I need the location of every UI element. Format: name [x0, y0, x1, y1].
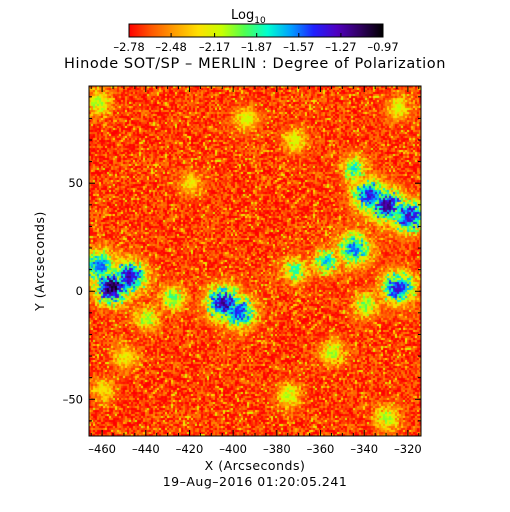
colorbar: [128, 23, 384, 38]
x-tick-label: –340: [350, 442, 378, 456]
x-tick-label: –440: [132, 442, 160, 456]
x-tick-label: –320: [394, 442, 422, 456]
y-tick-label: 50: [68, 176, 83, 190]
x-tick-label: –400: [219, 442, 247, 456]
chart-title: Hinode SOT/SP – MERLIN : Degree of Polar…: [64, 56, 446, 72]
x-tick-label: –380: [263, 442, 291, 456]
x-tick-label: –420: [176, 442, 204, 456]
colorbar-tick-label: –1.27: [325, 40, 356, 54]
colorbar-ticks: –2.78 –2.48 –2.17 –1.87 –1.57 –1.27 –0.97: [113, 33, 399, 54]
x-tick-label: –460: [88, 442, 116, 456]
colorbar-tick-label: –1.87: [241, 40, 272, 54]
y-tick-label: 0: [76, 284, 83, 298]
y-axis: –50 0 50: [63, 96, 421, 422]
colorbar-tick-label: –0.97: [367, 40, 398, 54]
polarization-heatmap: [89, 86, 421, 436]
colorbar-tick-label: –2.17: [199, 40, 230, 54]
y-axis-label: Y (Arcseconds): [32, 211, 47, 312]
colorbar-tick-label: –2.78: [113, 40, 144, 54]
timestamp: 19–Aug–2016 01:20:05.241: [163, 474, 348, 489]
x-axis: –460 –440 –420 –400 –380 –360 –340 –320: [88, 86, 422, 456]
colorbar-label: Log10: [231, 8, 266, 26]
y-tick-label: –50: [63, 392, 83, 406]
colorbar-tick-label: –1.57: [283, 40, 314, 54]
x-tick-label: –360: [307, 442, 335, 456]
colorbar-tick-label: –2.48: [155, 40, 186, 54]
x-axis-label: X (Arcseconds): [205, 458, 306, 473]
